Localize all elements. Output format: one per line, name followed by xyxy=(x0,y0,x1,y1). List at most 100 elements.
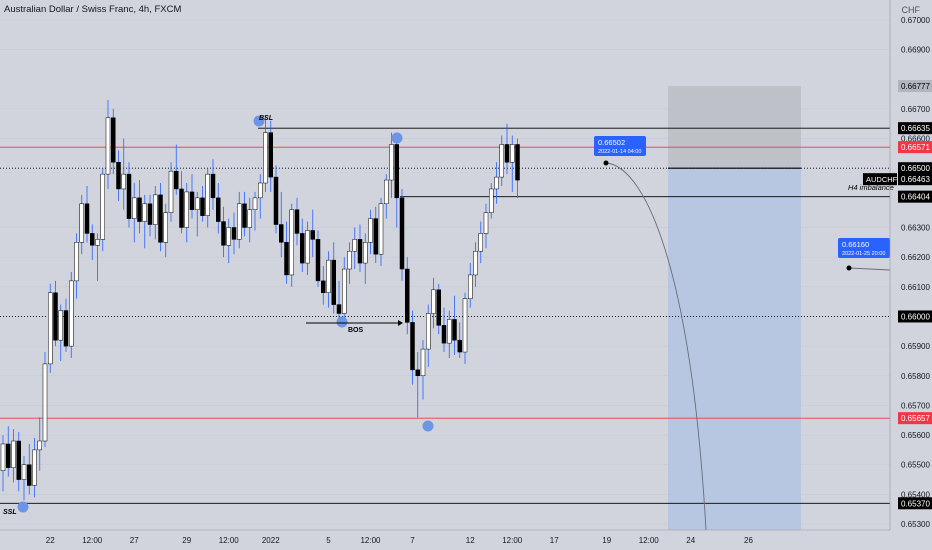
price-tick: 0.66900 xyxy=(901,46,930,55)
candle-body xyxy=(336,304,342,314)
candle-body xyxy=(27,464,32,486)
time-tick: 12:00 xyxy=(219,536,240,545)
price-tag-text: 0.66500 xyxy=(901,164,930,173)
candle-body xyxy=(16,440,21,480)
candle-body xyxy=(394,144,399,199)
candle-body xyxy=(389,144,394,181)
candle-body xyxy=(105,117,111,175)
projection-tail xyxy=(848,267,891,271)
candle-body xyxy=(95,239,100,246)
candle-body xyxy=(315,239,321,282)
candle-body xyxy=(42,363,48,442)
candle-body xyxy=(363,242,368,264)
candle-body xyxy=(378,203,384,255)
time-tick: 26 xyxy=(744,536,753,545)
callout-point xyxy=(603,160,609,166)
price-tick: 0.67000 xyxy=(901,16,930,25)
time-tick: 17 xyxy=(550,536,559,545)
candle-body xyxy=(137,197,142,222)
price-tag xyxy=(898,80,932,93)
chart-title: Australian Dollar / Swiss Franc, 4h, FXC… xyxy=(4,4,182,15)
time-tick: 24 xyxy=(686,536,695,545)
price-tick: 0.66100 xyxy=(901,283,930,292)
target-zone xyxy=(668,86,801,169)
symbol-tag xyxy=(863,173,897,186)
candle-body xyxy=(321,280,326,293)
candle-body xyxy=(352,239,357,252)
candle-body xyxy=(179,188,184,228)
candle-body xyxy=(410,322,415,371)
time-tick: 5 xyxy=(326,536,331,545)
liquidity-marker xyxy=(17,501,29,513)
candle-body xyxy=(289,209,294,276)
price-tick: 0.65700 xyxy=(901,401,930,410)
price-tag xyxy=(898,310,932,323)
price-tick: 0.65600 xyxy=(901,431,930,440)
candle-body xyxy=(447,319,452,344)
price-tick: 0.66300 xyxy=(901,224,930,233)
price-tick: 0.65400 xyxy=(901,490,930,499)
price-tag xyxy=(898,162,932,175)
candle-body xyxy=(326,259,331,293)
candle-body xyxy=(294,209,300,234)
candle-body xyxy=(368,218,373,243)
price-tag-text: 0.66463 xyxy=(901,175,930,184)
bsl-label: BSL xyxy=(259,115,273,122)
candle-body xyxy=(331,259,336,305)
candle-body xyxy=(90,233,95,246)
price-tag xyxy=(898,497,932,510)
price-tag-text: 0.65370 xyxy=(901,499,930,508)
candle-body xyxy=(126,173,132,219)
candle-body xyxy=(132,197,137,219)
time-tick: 12:00 xyxy=(502,536,523,545)
candle-body xyxy=(226,227,231,246)
candle-body xyxy=(6,443,11,468)
candle-body xyxy=(347,250,352,270)
candle-body xyxy=(247,209,252,228)
candle-body xyxy=(84,203,90,234)
price-tick: 0.65900 xyxy=(901,342,930,351)
candle-body xyxy=(195,197,200,210)
candle-body xyxy=(21,464,27,480)
candle-body xyxy=(473,250,478,276)
price-tick: 0.65500 xyxy=(901,461,930,470)
candle-body xyxy=(221,221,226,246)
price-tag xyxy=(898,141,932,154)
time-tick: 12:00 xyxy=(360,536,381,545)
time-tick: 12:00 xyxy=(82,536,103,545)
candle-body xyxy=(111,117,116,163)
price-tag-text: 0.66777 xyxy=(901,82,930,91)
candle-body xyxy=(305,230,310,264)
candle-body xyxy=(462,298,468,353)
price-tag-text: 0.65657 xyxy=(901,414,930,423)
arrow-head-icon xyxy=(398,320,403,326)
price-tag xyxy=(898,190,932,203)
callout2-price: 0.66160 xyxy=(842,240,869,249)
price-tag-text: 0.66404 xyxy=(901,193,930,202)
ssl-label: SSL xyxy=(3,509,17,516)
candle-body xyxy=(431,289,436,314)
candle-body xyxy=(499,144,504,178)
candle-body xyxy=(158,194,163,243)
candle-body xyxy=(436,289,441,326)
candle-body xyxy=(405,268,410,323)
candle-body xyxy=(415,369,420,377)
callout1-price: 0.66502 xyxy=(598,138,625,147)
projection-curve xyxy=(605,162,707,531)
candle-body xyxy=(494,176,499,190)
candle-body xyxy=(205,173,210,216)
candle-body xyxy=(452,319,457,341)
liquidity-marker xyxy=(253,115,265,127)
currency-label: CHF xyxy=(901,5,921,15)
candle-body xyxy=(189,191,195,210)
candle-body xyxy=(153,194,158,225)
callout1-date: 2022-01-14 04:00 xyxy=(598,149,641,155)
candle-body xyxy=(300,233,305,264)
candle-body xyxy=(457,339,462,353)
callout1-box xyxy=(594,136,646,156)
candle-body xyxy=(399,197,405,270)
price-tick: 0.66700 xyxy=(901,105,930,114)
candle-body xyxy=(53,292,58,341)
